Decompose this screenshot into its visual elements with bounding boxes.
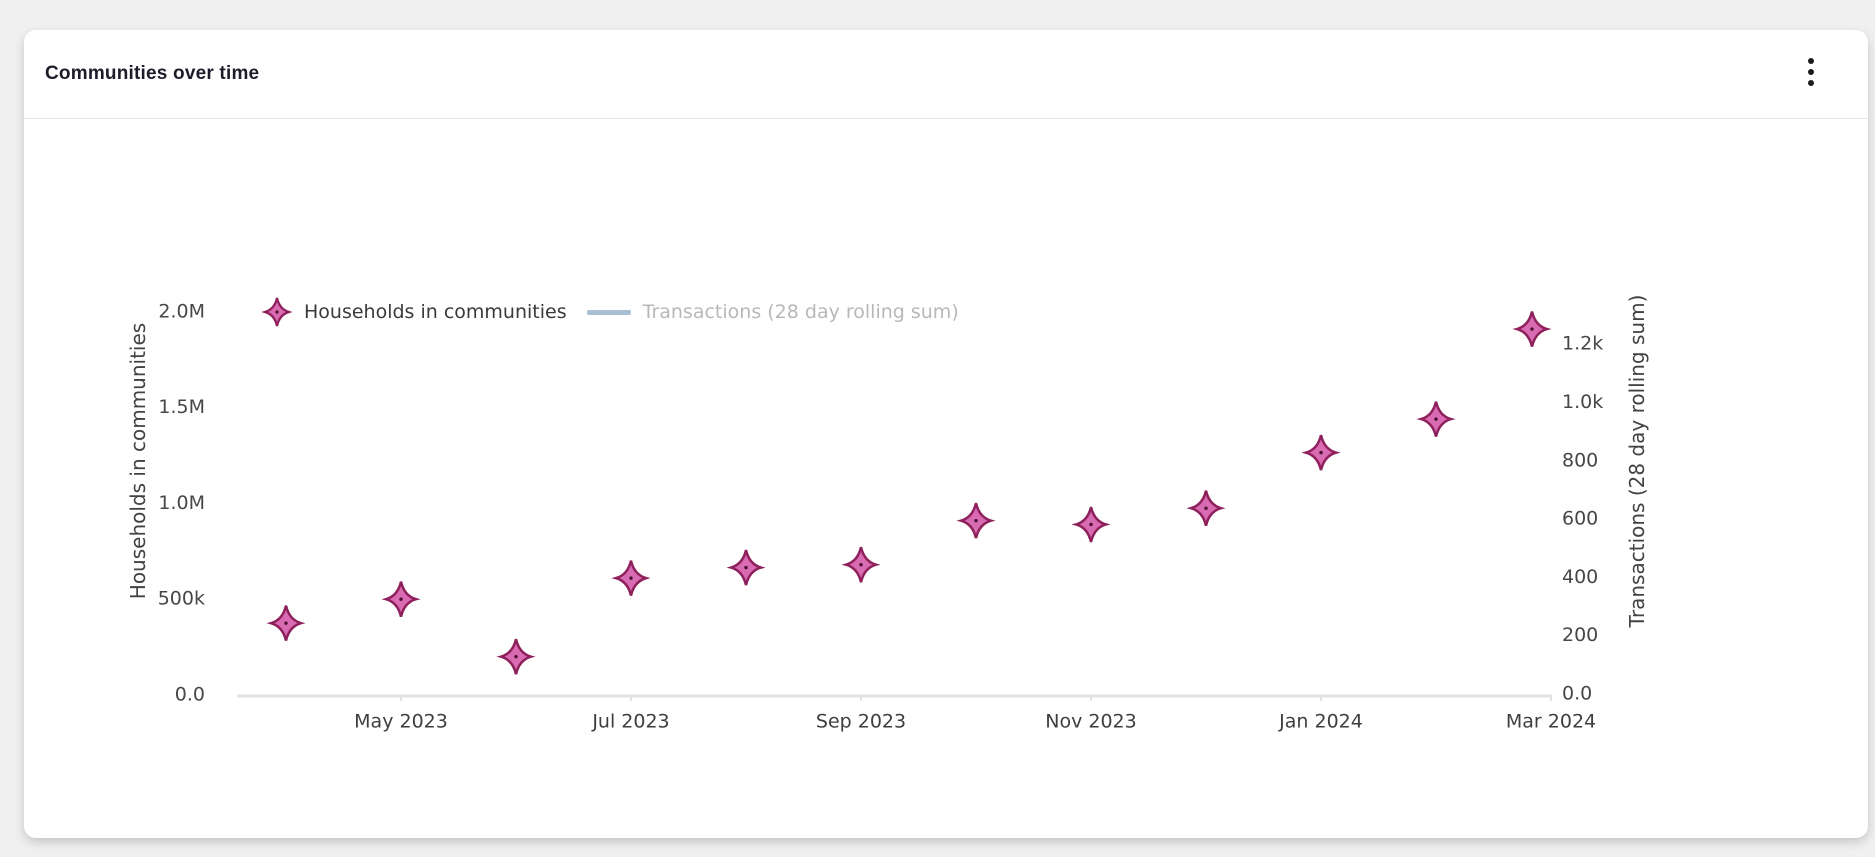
y-left-tick-label: 2.0M [158,300,205,322]
page-title: Communities over time [45,63,260,84]
data-point-marker[interactable] [1301,434,1341,471]
y-right-tick-label: 400 [1562,566,1598,588]
y-left-tick-label: 0.0 [175,684,205,706]
data-point-marker[interactable] [841,546,881,583]
x-axis-tick-label: Nov 2023 [1045,711,1136,733]
star-diamond-icon [262,297,292,327]
y-right-tick-label: 600 [1562,508,1598,530]
data-point-marker[interactable] [381,581,421,618]
data-point-marker[interactable] [496,638,536,675]
x-axis-tick-label: Mar 2024 [1506,711,1596,733]
legend-item-transactions[interactable]: Transactions (28 day rolling sum) [586,301,959,323]
y-right-tick-label: 1.2k [1562,333,1603,355]
data-point-marker[interactable] [1416,401,1456,437]
data-point-marker[interactable] [1186,490,1226,527]
kebab-dot [1808,80,1814,86]
legend-label: Transactions (28 day rolling sum) [642,301,959,323]
y-right-tick-label: 1.0k [1562,391,1603,413]
x-axis-tick-label: Jan 2024 [1278,711,1363,733]
legend-item-households[interactable]: Households in communities [262,295,567,329]
y-left-tick-label: 1.0M [158,492,205,514]
kebab-dot [1808,58,1814,64]
y-left-tick-label: 500k [158,588,205,610]
y-left-axis-title: Households in communities [126,323,150,599]
kebab-menu-icon[interactable] [1802,54,1820,90]
data-point-marker[interactable] [726,549,766,586]
data-point-marker[interactable] [611,560,651,596]
legend-label: Households in communities [304,301,567,323]
data-point-marker[interactable] [1512,311,1552,347]
chart-area: May 2023 Jul 2023 Sep 2023 Nov 2023 Jan 2024… [24,119,1868,838]
data-point-marker[interactable] [1071,506,1111,543]
y-left-tick-label: 1.5M [158,396,205,418]
data-point-marker[interactable] [266,605,306,641]
x-axis-tick-label: Jul 2023 [591,711,669,733]
chart-legend: Households in communities Transactions (2… [262,293,959,331]
y-right-tick-label: 0.0 [1562,683,1592,705]
card-header: Communities over time [24,30,1868,119]
line-swatch-icon [586,309,631,315]
y-right-axis-title: Transactions (28 day rolling sum) [1625,295,1649,629]
chart-plot-area: May 2023 Jul 2023 Sep 2023 Nov 2023 Jan 2024… [126,295,1649,733]
data-point-marker[interactable] [956,502,996,539]
x-axis-tick-label: Sep 2023 [816,711,906,733]
kebab-dot [1808,69,1814,75]
y-right-tick-label: 200 [1562,624,1598,646]
x-axis-tick-label: May 2023 [354,711,448,733]
y-right-tick-label: 800 [1562,449,1598,471]
chart-card: Communities over time May 2023 Jul 2023 Se… [24,30,1868,838]
